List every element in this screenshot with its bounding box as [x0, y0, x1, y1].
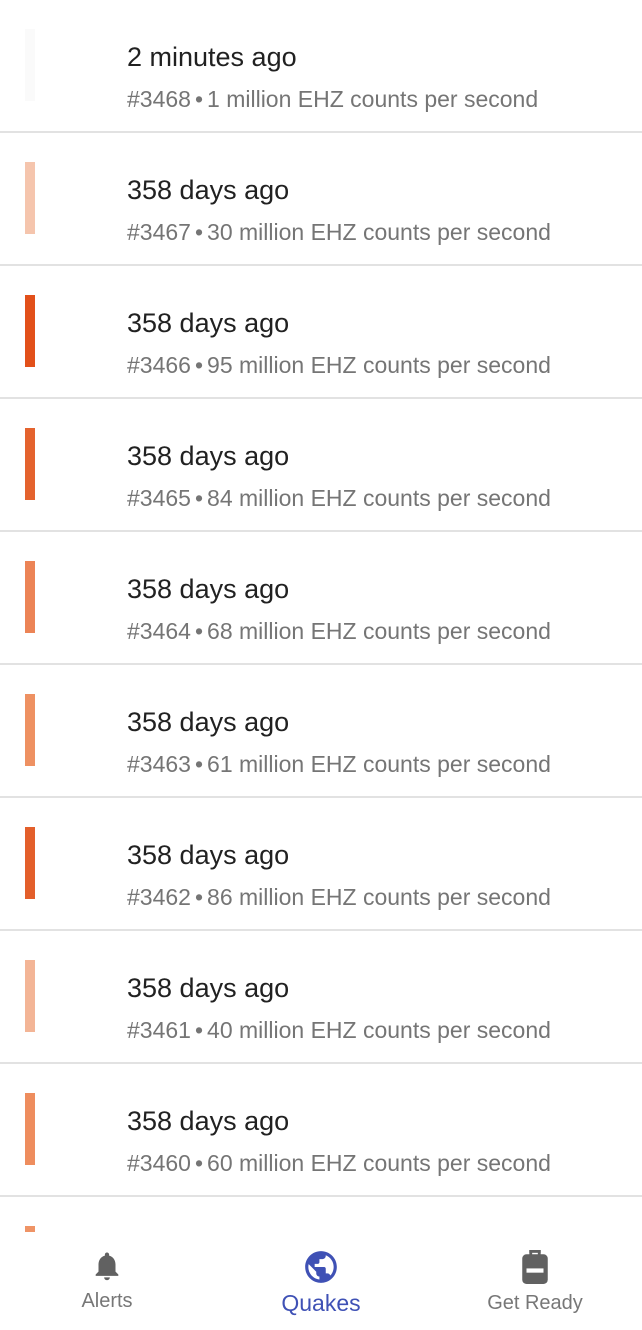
- separator: •: [194, 1150, 204, 1176]
- backpack-icon: [518, 1248, 552, 1286]
- quake-time: 358 days ago: [127, 1106, 290, 1136]
- quake-id: #3465: [127, 485, 191, 511]
- separator: •: [194, 751, 204, 777]
- quake-intensity: 84 million EHZ counts per second: [207, 485, 551, 511]
- quake-list-item[interactable]: 358 days ago #3465 • 84 million EHZ counts …: [0, 399, 642, 532]
- intensity-bar: [25, 694, 35, 766]
- separator: •: [194, 1017, 204, 1043]
- separator: •: [194, 884, 204, 910]
- quake-id: #3467: [127, 219, 191, 245]
- quake-list-item[interactable]: 358 days ago #3464 • 68 million EHZ counts …: [0, 532, 642, 665]
- intensity-bar: [25, 428, 35, 500]
- globe-icon: [302, 1248, 340, 1286]
- quake-id: #3461: [127, 1017, 191, 1043]
- quake-id: #3464: [127, 618, 191, 644]
- quake-list-item[interactable]: 358 days ago #3466 • 95 million EHZ counts …: [0, 266, 642, 399]
- nav-get-ready[interactable]: Get Ready: [428, 1232, 642, 1330]
- bell-icon: [90, 1248, 124, 1284]
- quake-time: 358 days ago: [127, 441, 290, 471]
- quake-details: #3463 • 61 million EHZ counts per second: [127, 751, 551, 778]
- quake-list-item[interactable]: 358 days ago #3462 • 86 million EHZ counts …: [0, 798, 642, 931]
- quake-intensity: 40 million EHZ counts per second: [207, 1017, 551, 1043]
- quake-intensity: 60 million EHZ counts per second: [207, 1150, 551, 1176]
- intensity-bar: [25, 1226, 35, 1232]
- intensity-bar: [25, 295, 35, 367]
- separator: •: [194, 86, 204, 112]
- quake-details: #3468 • 1 million EHZ counts per second: [127, 86, 538, 113]
- quake-details: #3461 • 40 million EHZ counts per second: [127, 1017, 551, 1044]
- quake-list-item[interactable]: [0, 1197, 642, 1232]
- quake-id: #3466: [127, 352, 191, 378]
- intensity-bar: [25, 827, 35, 899]
- quake-list-item[interactable]: 358 days ago #3467 • 30 million EHZ counts …: [0, 133, 642, 266]
- intensity-bar: [25, 29, 35, 101]
- quake-details: #3466 • 95 million EHZ counts per second: [127, 352, 551, 379]
- quake-intensity: 1 million EHZ counts per second: [207, 86, 539, 112]
- quake-id: #3460: [127, 1150, 191, 1176]
- quake-list-item[interactable]: 2 minutes ago #3468 • 1 million EHZ counts …: [0, 0, 642, 133]
- quake-intensity: 86 million EHZ counts per second: [207, 884, 551, 910]
- nav-quakes[interactable]: Quakes: [214, 1232, 428, 1330]
- quake-time: 358 days ago: [127, 707, 290, 737]
- quake-time: 358 days ago: [127, 308, 290, 338]
- quake-id: #3463: [127, 751, 191, 777]
- quake-details: #3465 • 84 million EHZ counts per second: [127, 485, 551, 512]
- intensity-bar: [25, 960, 35, 1032]
- separator: •: [194, 219, 204, 245]
- quake-details: #3467 • 30 million EHZ counts per second: [127, 219, 551, 246]
- quake-intensity: 30 million EHZ counts per second: [207, 219, 551, 245]
- quake-time: 358 days ago: [127, 574, 290, 604]
- quake-time: 2 minutes ago: [127, 42, 297, 72]
- quake-id: #3462: [127, 884, 191, 910]
- intensity-bar: [25, 561, 35, 633]
- nav-alerts-label: Alerts: [81, 1290, 133, 1312]
- quake-list-item[interactable]: 358 days ago #3461 • 40 million EHZ counts …: [0, 931, 642, 1064]
- quake-details: #3460 • 60 million EHZ counts per second: [127, 1150, 551, 1177]
- quake-id: #3468: [127, 86, 191, 112]
- nav-get-ready-label: Get Ready: [487, 1292, 583, 1314]
- nav-quakes-label: Quakes: [281, 1290, 361, 1316]
- quake-details: #3462 • 86 million EHZ counts per second: [127, 884, 551, 911]
- quake-list-item[interactable]: 358 days ago #3460 • 60 million EHZ counts …: [0, 1064, 642, 1197]
- bottom-navigation: Alerts Quakes Get Ready: [0, 1232, 642, 1330]
- separator: •: [194, 352, 204, 378]
- quake-time: 358 days ago: [127, 840, 290, 870]
- quake-intensity: 68 million EHZ counts per second: [207, 618, 551, 644]
- quake-list[interactable]: 2 minutes ago #3468 • 1 million EHZ counts …: [0, 0, 642, 1232]
- quake-intensity: 95 million EHZ counts per second: [207, 352, 551, 378]
- quake-details: #3464 • 68 million EHZ counts per second: [127, 618, 551, 645]
- intensity-bar: [25, 1093, 35, 1165]
- intensity-bar: [25, 162, 35, 234]
- quake-list-item[interactable]: 358 days ago #3463 • 61 million EHZ counts …: [0, 665, 642, 798]
- quake-time: 358 days ago: [127, 973, 290, 1003]
- separator: •: [194, 485, 204, 511]
- quake-time: 358 days ago: [127, 175, 290, 205]
- quake-intensity: 61 million EHZ counts per second: [207, 751, 551, 777]
- separator: •: [194, 618, 204, 644]
- nav-alerts[interactable]: Alerts: [0, 1232, 214, 1330]
